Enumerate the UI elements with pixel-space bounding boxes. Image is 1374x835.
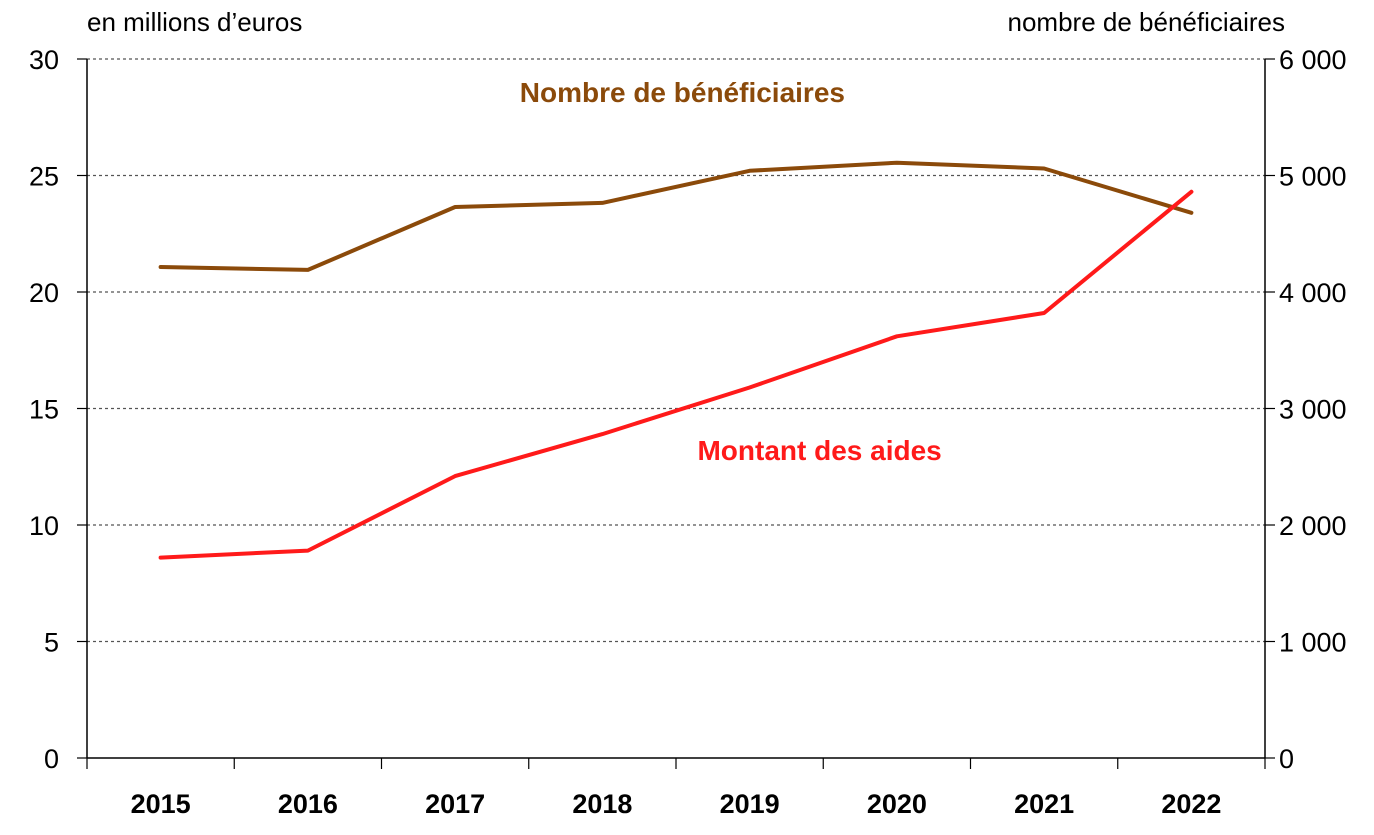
axes: 0 0 5 1 000 10 2 000 15 3 000 20 4 000 25 5 000 30 6 … (29, 45, 1347, 819)
y-left-tick-label: 0 (44, 744, 59, 774)
y-right-tick-label: 4 000 (1279, 278, 1347, 308)
series-lines (158, 160, 1194, 560)
x-tick-label: 2017 (425, 789, 485, 819)
y-right-tick-label: 0 (1279, 744, 1294, 774)
series-line-montant (158, 189, 1194, 560)
series-label-montant: Montant des aides (697, 435, 941, 466)
left-axis-title: en millions d’euros (87, 7, 302, 37)
x-tick-label: 2015 (131, 789, 191, 819)
y-left-tick-label: 15 (29, 395, 59, 425)
y-right-tick-label: 3 000 (1279, 395, 1347, 425)
x-tick-label: 2021 (1014, 789, 1074, 819)
series-label-beneficiaires: Nombre de bénéficiaires (520, 77, 845, 108)
y-left-tick-label: 25 (29, 162, 59, 192)
x-tick-label: 2019 (720, 789, 780, 819)
gridlines (87, 58, 1265, 643)
y-right-tick-label: 2 000 (1279, 511, 1347, 541)
y-left-tick-label: 10 (29, 511, 59, 541)
y-right-tick-label: 6 000 (1279, 45, 1347, 75)
y-right-tick-label: 5 000 (1279, 162, 1347, 192)
x-tick-label: 2020 (867, 789, 927, 819)
x-tick-label: 2022 (1161, 789, 1221, 819)
y-left-tick-label: 30 (29, 45, 59, 75)
y-right-tick-label: 1 000 (1279, 628, 1347, 658)
x-tick-label: 2018 (572, 789, 632, 819)
series-line-beneficiaires (158, 160, 1194, 272)
x-tick-label: 2016 (278, 789, 338, 819)
y-left-tick-label: 5 (44, 628, 59, 658)
right-axis-title: nombre de bénéficiaires (1008, 7, 1286, 37)
y-left-tick-label: 20 (29, 278, 59, 308)
